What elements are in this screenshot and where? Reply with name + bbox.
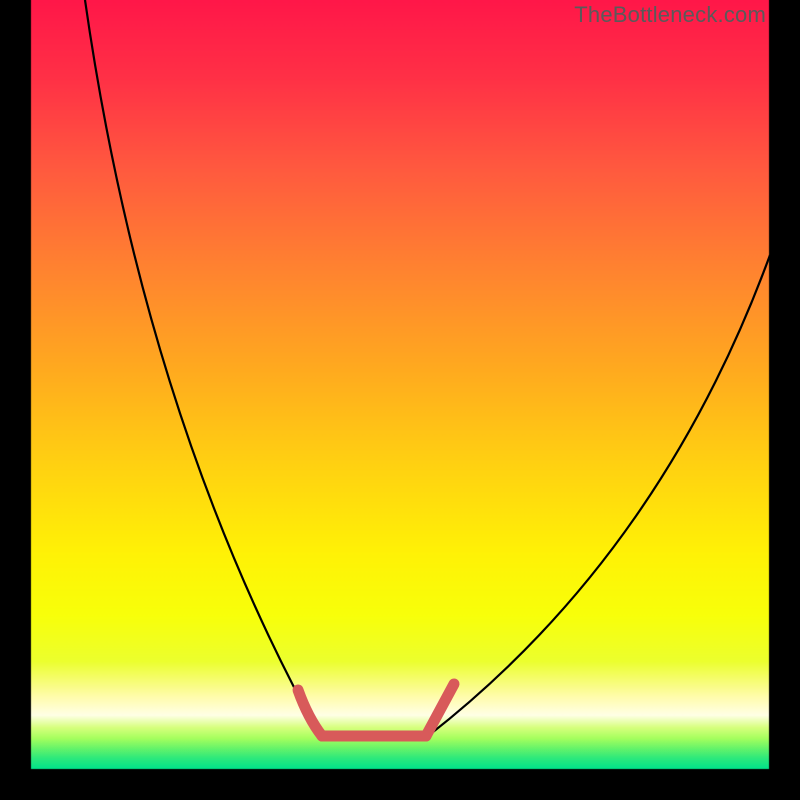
gradient-background: [0, 0, 800, 800]
watermark-text: TheBottleneck.com: [574, 2, 766, 28]
chart-root: TheBottleneck.com: [0, 0, 800, 800]
